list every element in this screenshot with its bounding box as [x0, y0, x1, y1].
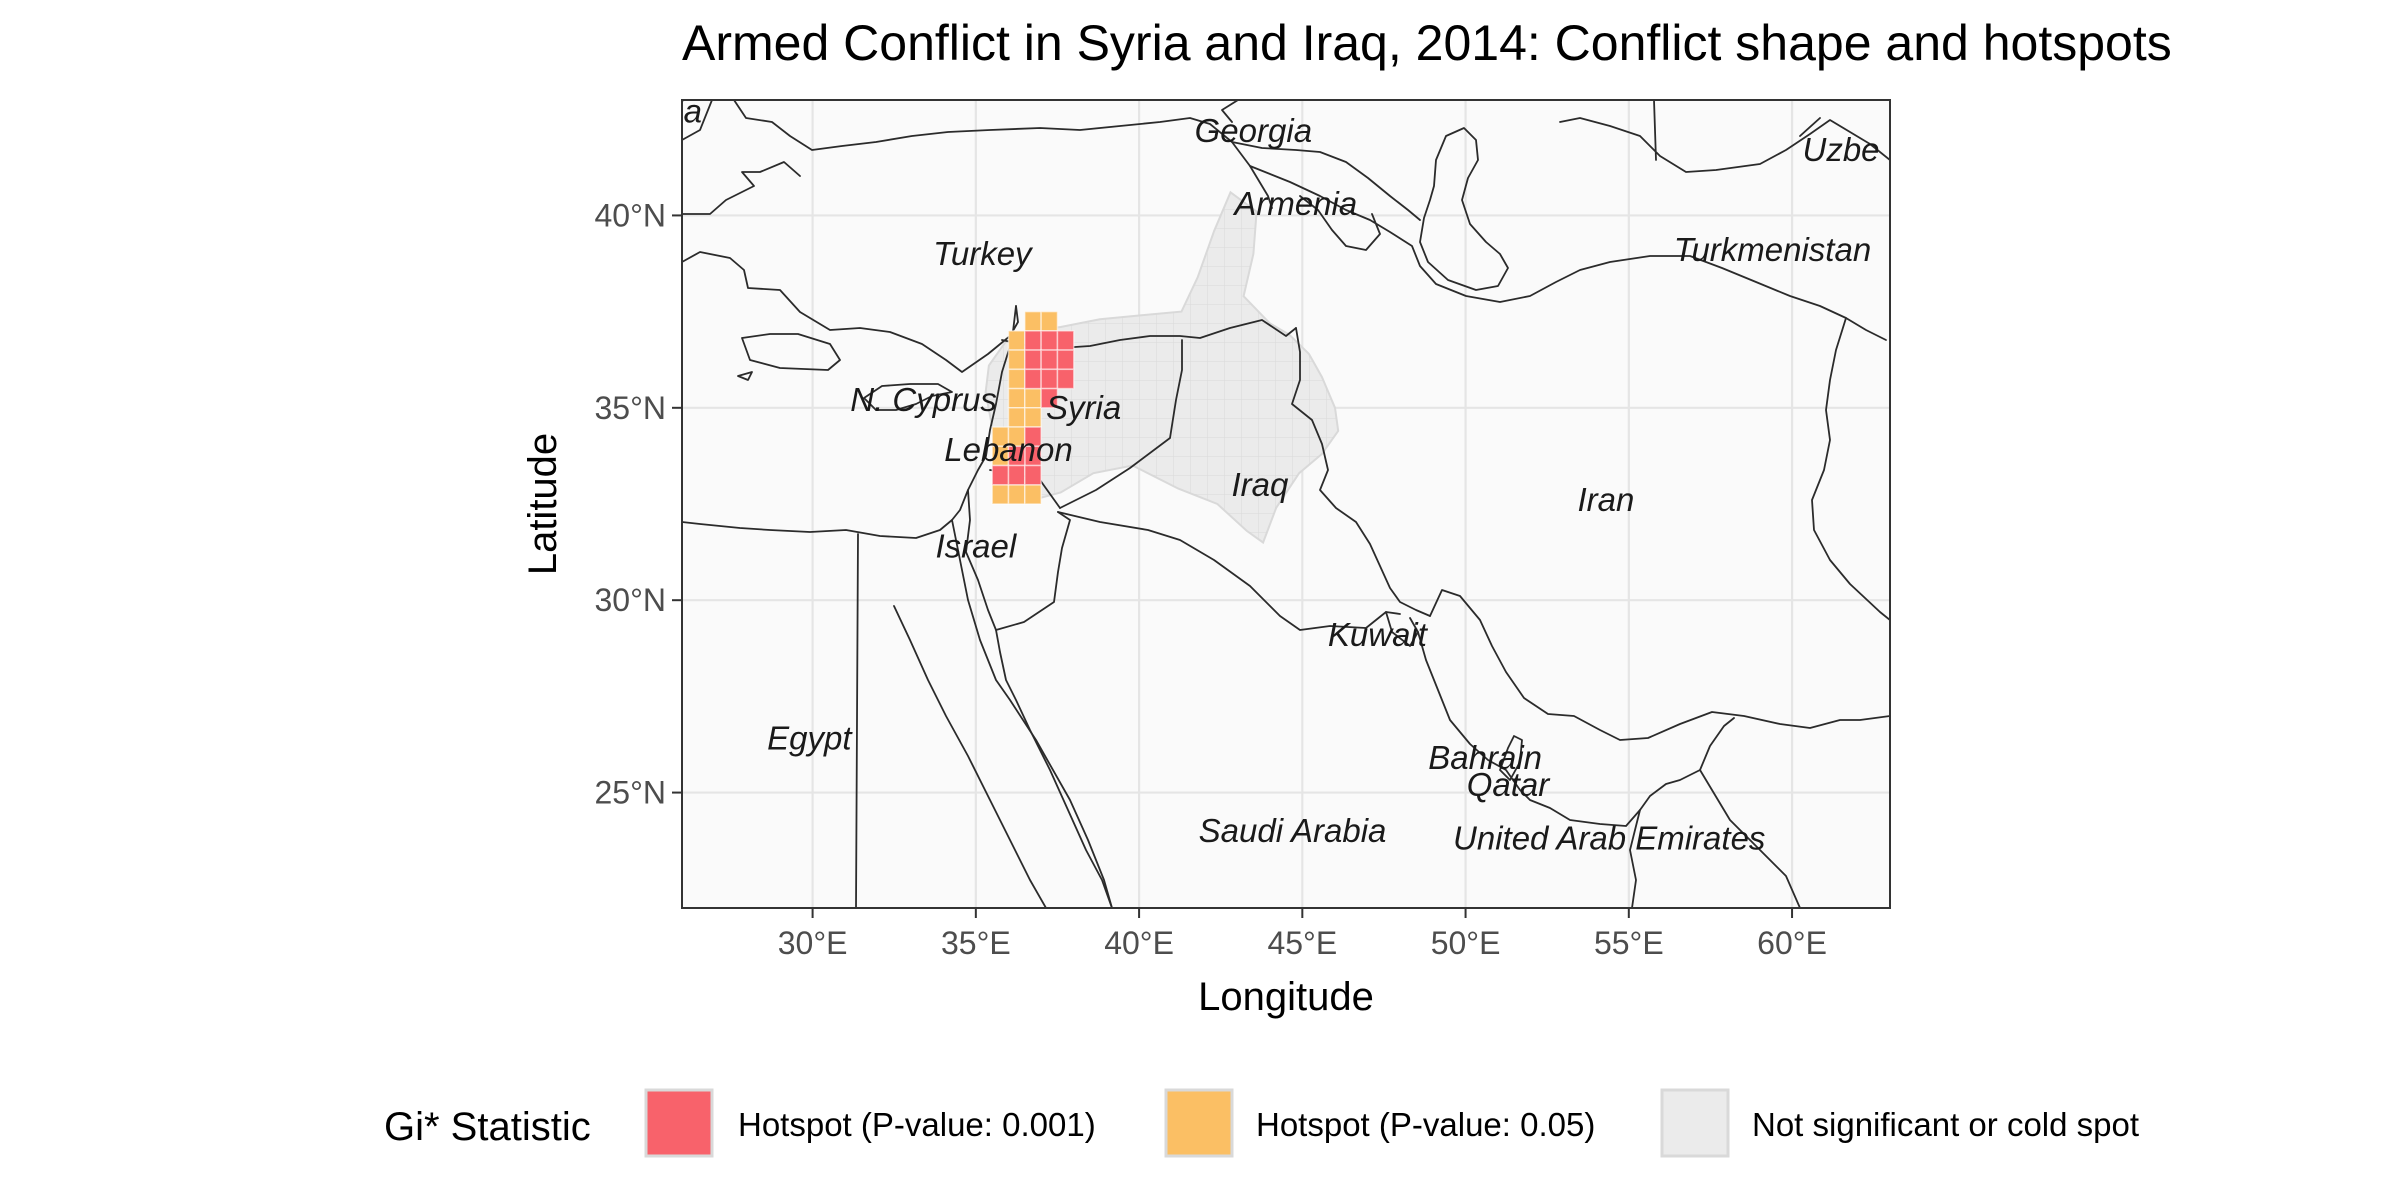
qatar [1499, 735, 1523, 781]
hotspot-cell-p005 [1040, 310, 1059, 332]
coastline-black-sea [682, 100, 1273, 209]
legend-label-hotspot-005: Hotspot (P-value: 0.05) [1256, 1106, 1595, 1143]
hotspot-cell-p001 [1024, 349, 1042, 371]
country-label: Turkmenistan [1674, 231, 1871, 268]
legend-title: Gi* Statistic [384, 1105, 591, 1149]
hotspot-cell-p005 [1024, 310, 1042, 332]
x-tick-label: 55°E [1594, 925, 1664, 961]
hotspot-cell-p005 [1007, 387, 1026, 409]
country-label: Bahrain [1428, 739, 1542, 776]
country-label: Turkey [933, 235, 1034, 272]
hotspot-cell-p001 [1056, 349, 1075, 371]
y-tick-label: 40°N [595, 197, 667, 233]
country-label: Egypt [767, 720, 853, 757]
country-borders [682, 100, 1890, 908]
map-layer: ria Georgia Uzbe Armenia Turkey Turkmenistan N… [665, 93, 1890, 908]
egypt-border [855, 519, 1113, 908]
hotspot-cell-p005 [1007, 484, 1026, 505]
country-label: United Arab Emirates [1453, 820, 1765, 857]
legend-key-hotspot-001 [644, 1088, 714, 1158]
hotspot-cell-p001 [991, 464, 1010, 486]
axis-ticks: 30°E 35°E 40°E 45°E 50°E 55°E 60°E 25°N 30°N 35°N… [595, 197, 1827, 961]
israel-jordan-border [965, 489, 1071, 631]
map-title: Armed Conflict in Syria and Iraq, 2014: … [682, 15, 2172, 71]
legend: Gi* Statistic Hotspot (P-value: 0.001) H… [384, 1088, 2139, 1158]
x-tick-label: 40°E [1104, 925, 1174, 961]
iran-north-border [1249, 165, 1887, 341]
hotspot-cell-p005 [1007, 349, 1026, 371]
hotspot-cell-p001 [1040, 387, 1059, 409]
hotspot-cell-p001 [1007, 464, 1026, 486]
conflict-cell-grid [985, 192, 1339, 543]
hotspot-cell-p005 [1024, 387, 1042, 409]
kuwait-border [1385, 611, 1419, 647]
hotspot-cell-p001 [1056, 368, 1075, 390]
persian-gulf-coast [1417, 631, 1701, 827]
legend-key-not-significant [1660, 1088, 1730, 1158]
country-label: Iran [1578, 481, 1635, 518]
country-label: Israel [935, 527, 1017, 564]
syria-iraq-border [1059, 339, 1183, 509]
country-label: N. Cyprus [850, 381, 997, 418]
central-asia-borders [1559, 100, 1890, 173]
map-panel-background [682, 100, 1890, 908]
legend-label-hotspot-001: Hotspot (P-value: 0.001) [738, 1106, 1096, 1143]
country-label: Kuwait [1328, 616, 1429, 653]
country-label: ria [665, 93, 702, 130]
country-label: Georgia [1195, 112, 1312, 149]
x-tick-label: 60°E [1757, 925, 1827, 961]
hotspot-cell-p005 [1007, 330, 1026, 351]
y-tick-label: 30°N [595, 582, 667, 618]
afghanistan-border [1811, 317, 1890, 621]
legend-label-not-significant: Not significant or cold spot [1752, 1106, 2139, 1143]
hotspot-cell-p005 [1024, 407, 1042, 428]
y-tick-label: 25°N [595, 775, 667, 811]
x-axis-title: Longitude [1198, 975, 1374, 1019]
hotspot-cell-p001 [1024, 330, 1042, 351]
hotspot-cell-p005 [1007, 368, 1026, 390]
country-label: Uzbe [1803, 131, 1880, 168]
cyprus [863, 383, 953, 411]
x-tick-label: 30°E [778, 925, 848, 961]
red-sea-east-coast [995, 629, 1113, 908]
country-label: Armenia [1232, 185, 1357, 222]
hotspot-cell-p001 [1024, 464, 1042, 486]
country-label: Lebanon [944, 431, 1072, 468]
hotspot-cell-p001 [1040, 330, 1059, 351]
hotspot-cell-p005 [1007, 407, 1026, 428]
iraq-iran-border [1291, 327, 1431, 617]
caspian-sea [1419, 127, 1509, 291]
y-axis-title: Latitude [521, 433, 565, 575]
country-label: Syria [1046, 389, 1121, 426]
country-label: Saudi Arabia [1199, 812, 1387, 849]
hotspot-cell-p001 [1040, 349, 1059, 371]
hotspot-cell-p001 [1040, 368, 1059, 390]
hotspot-cell-p005 [991, 484, 1010, 505]
hotspot-cell-p001 [1056, 330, 1075, 351]
country-label: Qatar [1467, 766, 1552, 803]
hotspot-cell-p005 [1024, 484, 1042, 505]
x-tick-label: 45°E [1267, 925, 1337, 961]
legend-key-hotspot-005 [1164, 1088, 1234, 1158]
saudi-north-border [1057, 511, 1401, 631]
uae-oman [1629, 717, 1801, 908]
hotspot-cell-p001 [1024, 368, 1042, 390]
iran-coast [1429, 589, 1890, 741]
y-tick-label: 35°N [595, 390, 667, 426]
hotspot-cells-layer [991, 310, 1075, 505]
map-panel-border [681, 99, 1891, 909]
country-labels: ria Georgia Uzbe Armenia Turkey Turkmenistan N… [665, 93, 1880, 857]
x-tick-label: 50°E [1431, 925, 1501, 961]
x-tick-label: 35°E [941, 925, 1011, 961]
red-sea-west-coast [893, 605, 1047, 908]
country-label: Iraq [1231, 466, 1289, 503]
coastline-anatolia-south [682, 161, 1019, 381]
armenia-azerbaijan [1231, 141, 1421, 251]
